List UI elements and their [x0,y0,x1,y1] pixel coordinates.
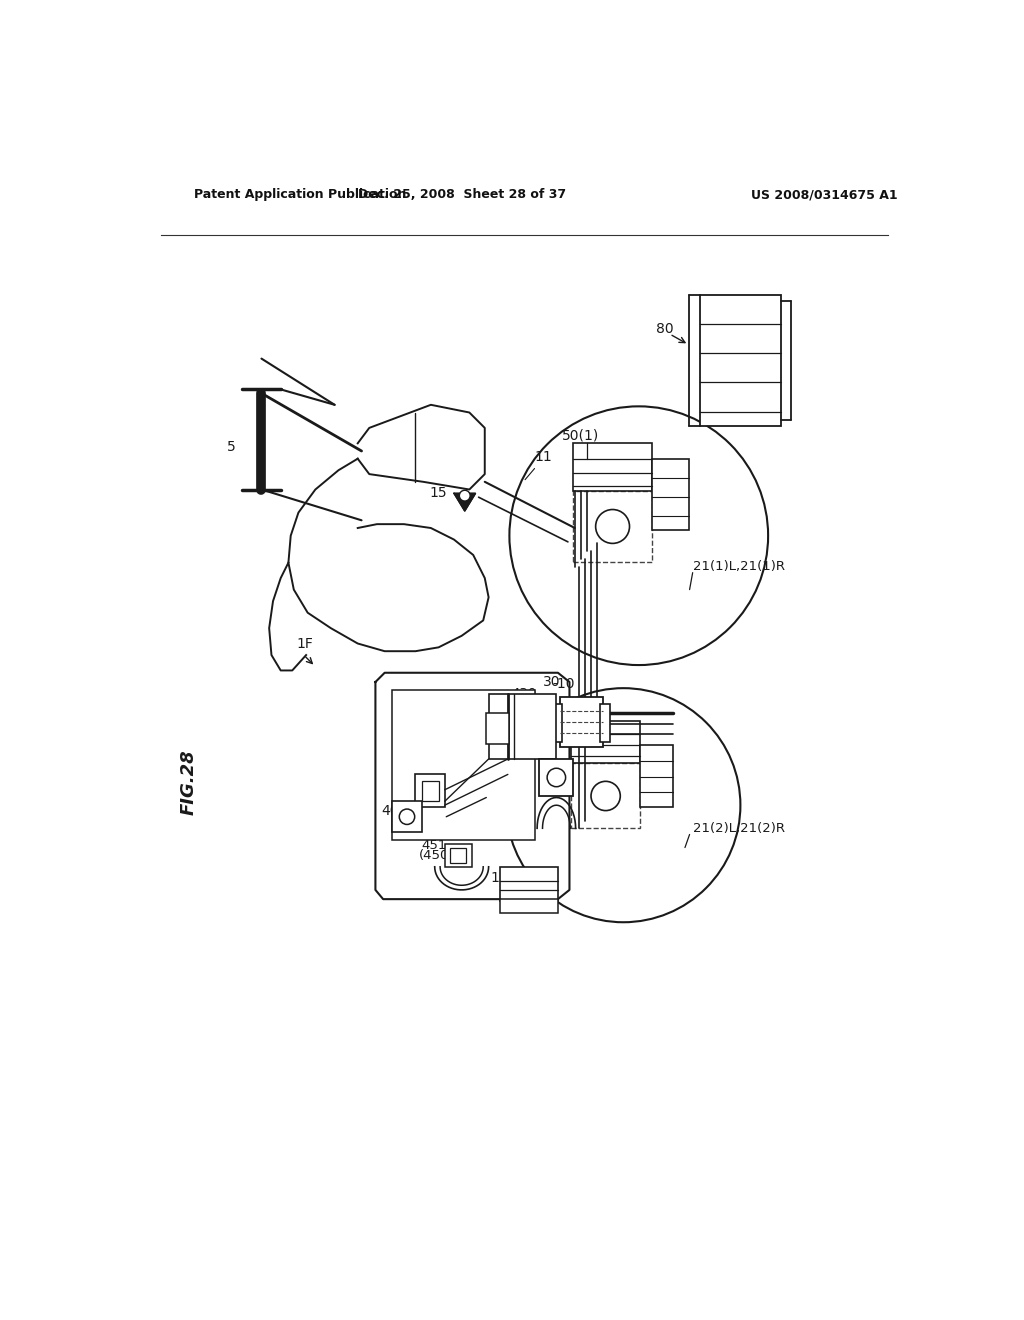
Bar [416,775,444,807]
Text: 451: 451 [422,838,447,851]
Text: 11: 11 [535,450,553,465]
Text: Patent Application Publication: Patent Application Publication [194,189,406,202]
Bar [392,801,422,832]
Bar [539,759,573,796]
Text: 30: 30 [543,675,560,689]
Bar [600,704,609,742]
Bar [392,689,535,840]
Bar [500,899,558,913]
Bar [571,763,640,829]
Bar [500,867,558,902]
Bar [422,780,438,800]
Circle shape [509,407,768,665]
Text: 1F: 1F [296,636,313,651]
Bar [444,843,472,867]
Circle shape [596,510,630,544]
Text: (450): (450) [419,849,455,862]
Text: 410: 410 [519,697,545,710]
Polygon shape [454,494,475,511]
Circle shape [547,768,565,787]
Bar [486,713,509,743]
Bar [700,296,781,426]
Text: 430: 430 [512,686,537,700]
Text: FIG.28: FIG.28 [179,750,198,814]
Bar [451,847,466,863]
Text: 15: 15 [429,486,446,500]
Bar [652,459,689,529]
Text: 40: 40 [382,804,399,818]
Text: US 2008/0314675 A1: US 2008/0314675 A1 [752,189,898,202]
Text: 50(1): 50(1) [562,429,599,442]
Bar [571,721,640,763]
Circle shape [506,688,740,923]
Bar [573,444,652,491]
Bar [553,704,562,742]
Text: 5: 5 [226,440,236,454]
Bar [488,693,556,759]
Text: 21(2)L,21(2)R: 21(2)L,21(2)R [692,822,784,834]
Text: -10: -10 [553,677,575,690]
Circle shape [460,490,470,502]
Text: Dec. 25, 2008  Sheet 28 of 37: Dec. 25, 2008 Sheet 28 of 37 [357,189,566,202]
Text: 80: 80 [655,322,674,337]
Bar [573,491,652,562]
Text: 455: 455 [408,762,433,775]
Circle shape [591,781,621,810]
Text: 12: 12 [490,871,509,886]
Circle shape [399,809,415,825]
Bar [560,697,602,747]
Text: 21(1)L,21(1)R: 21(1)L,21(1)R [692,560,784,573]
Text: 50(2): 50(2) [593,721,630,735]
Bar [640,744,673,807]
